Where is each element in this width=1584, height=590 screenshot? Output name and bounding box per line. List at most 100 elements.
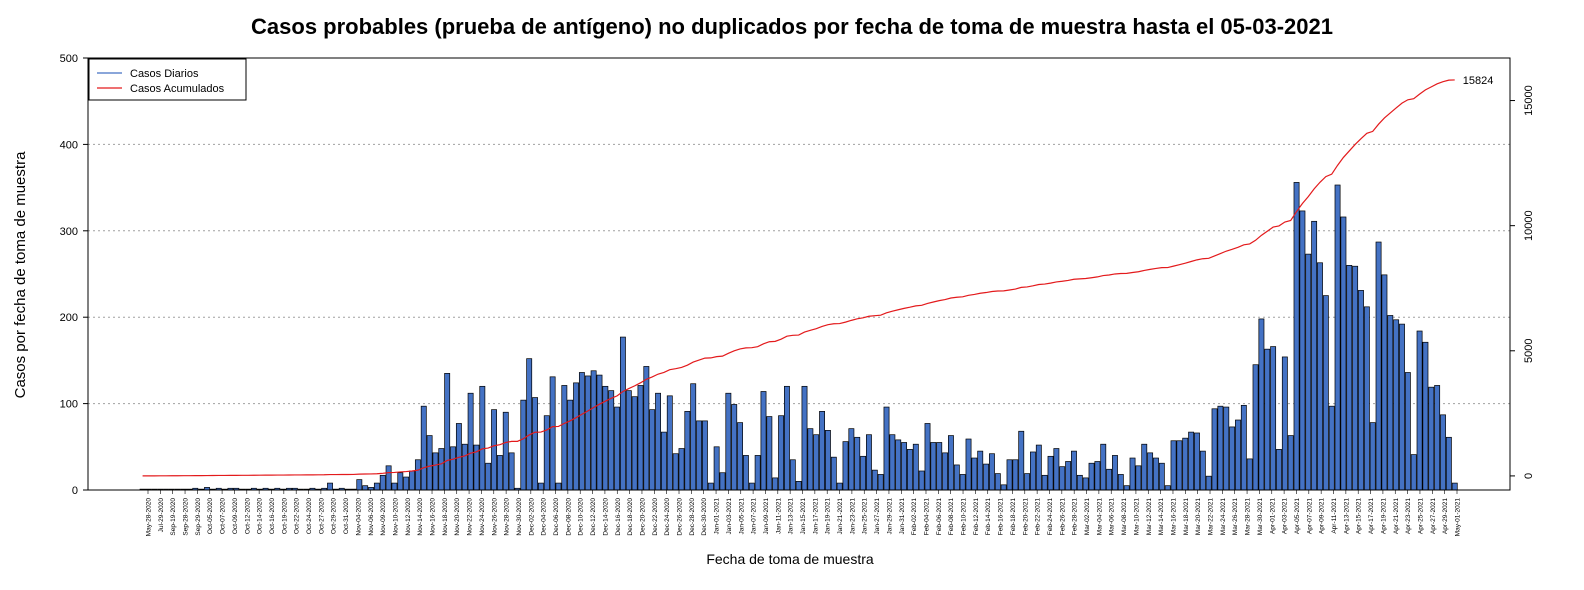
x-tick-label: Dec-30-2020 (701, 498, 708, 536)
bar (637, 385, 644, 491)
bar (373, 482, 380, 491)
x-tick-label: Jan-07-2021 (751, 498, 758, 535)
bar (1381, 274, 1388, 491)
x-tick-label: Apr-09-2021 (1319, 498, 1326, 535)
x-tick-label: Nov-14-2020 (417, 498, 424, 536)
bar (1018, 430, 1025, 491)
x-tick-label: Mar-24-2021 (1220, 498, 1227, 536)
bar (912, 443, 919, 491)
bar (1123, 485, 1130, 491)
x-tick-label: Nov-24-2020 (479, 498, 486, 536)
x-tick-label: Jan-21-2021 (837, 498, 844, 535)
x-tick-label: Nov-20-2020 (454, 498, 461, 536)
x-tick-label: Nov-10-2020 (392, 498, 399, 536)
bar (907, 449, 913, 491)
bar (1270, 346, 1277, 491)
bar (1440, 414, 1446, 491)
x-tick-label: Sep-19-2020 (170, 498, 177, 536)
bar (1434, 385, 1441, 491)
bar (573, 382, 579, 491)
x-tick-label: Dec-18-2020 (627, 498, 634, 536)
bar (860, 455, 867, 491)
bar (1340, 216, 1347, 491)
x-tick-label: Nov-26-2020 (491, 498, 498, 536)
x-tick-label: Jan-13-2021 (788, 498, 795, 535)
bar (608, 390, 615, 491)
bar (1369, 422, 1376, 491)
bar (1328, 405, 1335, 491)
x-tick-label: Mar-20-2021 (1195, 498, 1202, 536)
x-tick-label: Oct-24-2020 (306, 498, 313, 535)
bar (1322, 295, 1329, 491)
bar (918, 470, 925, 491)
bar (772, 477, 779, 491)
y-tick-label: 500 (60, 53, 78, 65)
bar (719, 472, 726, 491)
bar (701, 420, 708, 491)
bar (1281, 356, 1288, 491)
bar (1276, 449, 1282, 491)
bar (508, 452, 515, 491)
x-tick-label: Dec-20-2020 (639, 498, 646, 536)
bar (397, 472, 404, 491)
x-tick-label: Jan-17-2021 (812, 498, 819, 535)
bar (1059, 466, 1066, 491)
bar (1293, 182, 1300, 491)
x-tick-label: Dec-14-2020 (602, 498, 609, 536)
bar (549, 376, 556, 491)
bar (1393, 319, 1400, 491)
bar (631, 396, 638, 491)
x-tick-label: Jan-09-2021 (763, 498, 770, 535)
x-tick-label: Jan-11-2021 (775, 498, 782, 534)
bar (1194, 432, 1200, 491)
bar (977, 450, 984, 491)
x-tick-label: Oct-31-2020 (343, 498, 350, 535)
bar (760, 391, 767, 491)
bar (643, 366, 650, 491)
bar (1445, 436, 1452, 491)
x-tick-label: Apr-19-2021 (1380, 498, 1387, 535)
bar (485, 462, 492, 491)
bar (707, 482, 714, 491)
bar (778, 415, 785, 491)
bar (684, 411, 691, 491)
bar (432, 452, 439, 491)
bar (889, 434, 896, 491)
bar (1106, 468, 1113, 491)
x-tick-label: Nov-04-2020 (355, 498, 362, 536)
bar (1199, 450, 1206, 491)
y2-tick-label: 0 (1523, 473, 1535, 479)
bar (555, 482, 562, 491)
x-tick-label: Nov-22-2020 (467, 498, 474, 536)
x-tick-label: Feb-10-2021 (961, 498, 968, 536)
bar (895, 439, 902, 491)
bar (1147, 452, 1154, 491)
x-tick-label: Apr-13-2021 (1343, 498, 1350, 535)
x-tick-label: Oct-27-2020 (318, 498, 325, 535)
x-tick-label: Jul-29-2020 (158, 498, 165, 533)
x-tick-label: Jan-25-2021 (862, 498, 869, 535)
bar (491, 409, 497, 491)
bar (866, 434, 872, 491)
bar (1170, 440, 1177, 491)
bar (438, 448, 445, 491)
bar (1012, 459, 1019, 491)
x-tick-label: Mar-02-2021 (1084, 498, 1091, 536)
bar (1164, 485, 1171, 491)
bar (420, 405, 427, 491)
x-tick-label: Feb-06-2021 (936, 498, 943, 536)
bar (748, 482, 755, 491)
x-tick-label: Nov-18-2020 (442, 498, 449, 536)
x-tick-label: Dec-28-2020 (689, 498, 696, 536)
bar (414, 459, 421, 491)
y-axis-label: Casos por fecha de toma de muestra (12, 151, 29, 398)
bar (737, 422, 743, 491)
bar (409, 470, 415, 491)
bar (825, 430, 831, 491)
bar (1076, 474, 1083, 491)
x-tick-label: Feb-18-2021 (1010, 498, 1017, 536)
bar (1112, 455, 1118, 491)
bar (1334, 184, 1341, 491)
bar (561, 385, 568, 491)
x-tick-label: Mar-26-2021 (1232, 498, 1239, 536)
